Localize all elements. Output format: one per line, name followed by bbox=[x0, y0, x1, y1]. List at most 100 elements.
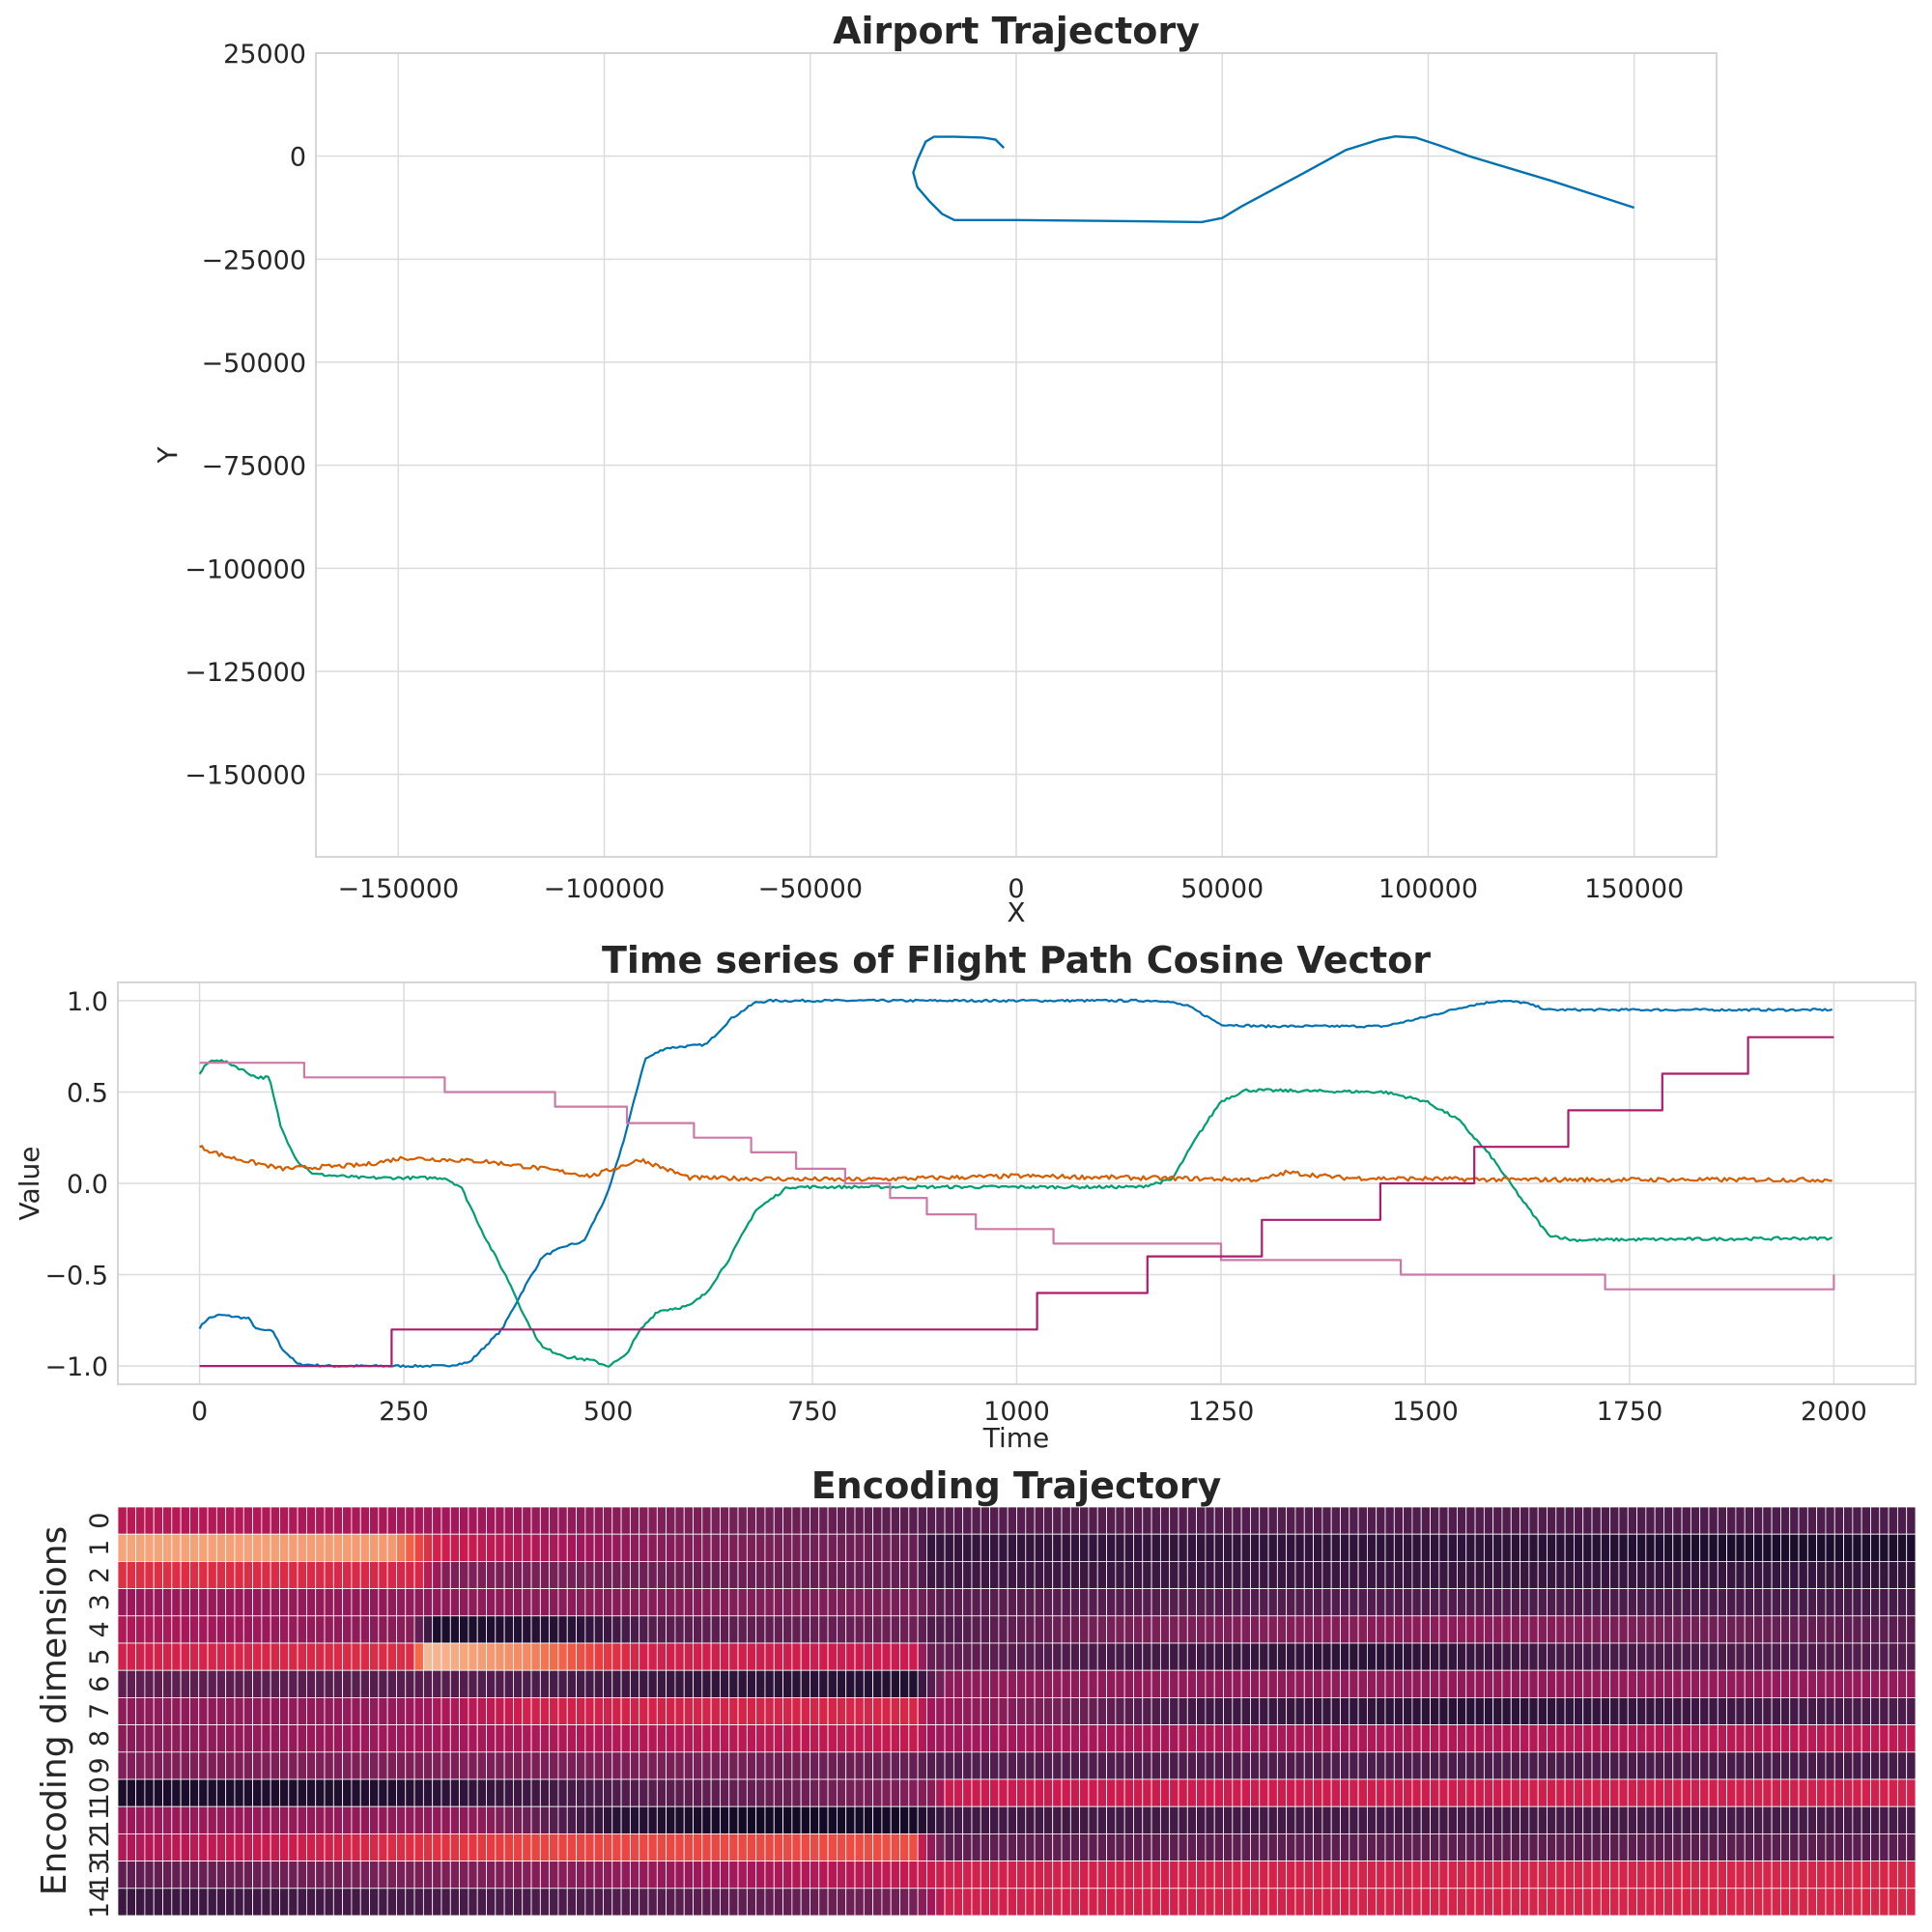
heatmap-cell bbox=[1376, 1888, 1386, 1917]
heatmap-cell bbox=[117, 1724, 128, 1753]
heatmap-cell bbox=[476, 1724, 487, 1753]
heatmap-cell bbox=[1574, 1697, 1584, 1726]
heatmap-cell bbox=[1663, 1615, 1674, 1644]
grid-lines bbox=[118, 982, 1916, 1384]
heatmap-cell bbox=[1366, 1833, 1378, 1862]
heatmap-cell bbox=[1591, 1833, 1602, 1862]
heatmap-cell bbox=[1474, 1533, 1485, 1562]
heatmap-cell bbox=[234, 1724, 244, 1753]
heatmap-cell bbox=[378, 1861, 388, 1889]
heatmap-cell bbox=[791, 1669, 802, 1698]
heatmap-cell bbox=[1411, 1615, 1422, 1644]
heatmap-cell bbox=[710, 1561, 721, 1590]
heatmap-cell bbox=[1007, 1533, 1017, 1562]
heatmap-cell bbox=[1636, 1861, 1647, 1889]
heatmap-cell bbox=[1232, 1642, 1242, 1671]
heatmap-cell bbox=[432, 1833, 442, 1862]
heatmap-cell bbox=[1474, 1506, 1485, 1535]
heatmap-cell bbox=[1537, 1561, 1548, 1590]
heatmap-cell bbox=[576, 1861, 586, 1889]
heatmap-cell bbox=[566, 1778, 577, 1807]
heatmap-cell bbox=[1420, 1506, 1431, 1535]
heatmap-cell bbox=[297, 1833, 307, 1862]
heatmap-cell bbox=[1303, 1724, 1314, 1753]
heatmap-cell bbox=[1123, 1615, 1134, 1644]
heatmap-cell bbox=[1816, 1642, 1827, 1671]
heatmap-cell bbox=[1151, 1615, 1161, 1644]
heatmap-cell bbox=[351, 1561, 361, 1590]
heatmap-cell bbox=[1186, 1533, 1198, 1562]
heatmap-cell bbox=[1250, 1724, 1261, 1753]
heatmap-cell bbox=[1771, 1888, 1781, 1917]
heatmap-cell bbox=[666, 1778, 676, 1807]
heatmap-cell bbox=[1286, 1888, 1296, 1917]
heatmap-cell bbox=[468, 1588, 478, 1617]
heatmap-cell bbox=[1223, 1805, 1234, 1834]
heatmap-cell bbox=[1430, 1805, 1440, 1834]
heatmap-cell bbox=[359, 1724, 370, 1753]
heatmap-cell bbox=[935, 1669, 946, 1698]
heatmap-cell bbox=[1223, 1642, 1234, 1671]
heatmap-cell bbox=[1501, 1778, 1512, 1807]
heatmap-cell bbox=[1232, 1506, 1242, 1535]
heatmap-cell bbox=[522, 1669, 532, 1698]
heatmap-cell bbox=[629, 1533, 640, 1562]
heatmap-cell bbox=[1240, 1533, 1251, 1562]
heatmap-cell bbox=[1069, 1751, 1081, 1780]
heatmap-cell bbox=[1852, 1533, 1862, 1562]
heatmap-cell bbox=[1411, 1833, 1422, 1862]
heatmap-cell bbox=[1079, 1506, 1090, 1535]
heatmap-cell bbox=[1457, 1697, 1467, 1726]
heatmap-cell bbox=[1843, 1669, 1854, 1698]
heatmap-cell bbox=[1016, 1669, 1027, 1698]
heatmap-cell bbox=[1007, 1888, 1017, 1917]
heatmap-cell bbox=[1501, 1724, 1512, 1753]
heatmap-cell bbox=[486, 1506, 497, 1535]
heatmap-cell bbox=[1906, 1506, 1917, 1535]
heatmap-cell bbox=[297, 1805, 307, 1834]
heatmap-cell bbox=[279, 1642, 290, 1671]
heatmap-cell bbox=[126, 1588, 137, 1617]
heatmap-cell bbox=[1645, 1805, 1656, 1834]
heatmap-cell bbox=[351, 1833, 361, 1862]
heatmap-cell bbox=[755, 1833, 766, 1862]
heatmap-cell bbox=[1142, 1533, 1152, 1562]
heatmap-cell bbox=[944, 1751, 954, 1780]
heatmap-cell bbox=[899, 1724, 910, 1753]
heatmap-cell bbox=[683, 1751, 694, 1780]
row-tick-label: 6 bbox=[85, 1676, 115, 1692]
heatmap-cell bbox=[432, 1642, 442, 1671]
heatmap-cell bbox=[647, 1888, 658, 1917]
heatmap-cell bbox=[359, 1861, 370, 1889]
heatmap-cell bbox=[288, 1642, 298, 1671]
heatmap-cell bbox=[1564, 1751, 1575, 1780]
heatmap-cell bbox=[332, 1805, 344, 1834]
heatmap-cell bbox=[1806, 1888, 1818, 1917]
heatmap-cell bbox=[180, 1805, 190, 1834]
heatmap-cell bbox=[1843, 1561, 1854, 1590]
heatmap-cell bbox=[1645, 1615, 1656, 1644]
heatmap-cell bbox=[1393, 1615, 1405, 1644]
heatmap-cell bbox=[827, 1805, 838, 1834]
heatmap-cell bbox=[1286, 1669, 1296, 1698]
heatmap-cell bbox=[351, 1751, 361, 1780]
heatmap-cell bbox=[1052, 1888, 1063, 1917]
heatmap-cell bbox=[1088, 1778, 1098, 1807]
heatmap-cell bbox=[701, 1533, 712, 1562]
heatmap-cell bbox=[1303, 1697, 1314, 1726]
heatmap-cell bbox=[1816, 1561, 1827, 1590]
heatmap-cell bbox=[1106, 1805, 1117, 1834]
heatmap-cell bbox=[576, 1778, 586, 1807]
heatmap-cell bbox=[1376, 1561, 1386, 1590]
heatmap-cell bbox=[1096, 1697, 1107, 1726]
heatmap-cell bbox=[1870, 1751, 1881, 1780]
heatmap-cell bbox=[1591, 1506, 1602, 1535]
heatmap-cell bbox=[1564, 1642, 1575, 1671]
heatmap-cell bbox=[1547, 1778, 1557, 1807]
heatmap-cell bbox=[746, 1805, 757, 1834]
heatmap-cell bbox=[611, 1805, 622, 1834]
heatmap-cell bbox=[522, 1888, 532, 1917]
heatmap-cell bbox=[1735, 1533, 1746, 1562]
heatmap-cell bbox=[315, 1751, 326, 1780]
heatmap-cell bbox=[1798, 1615, 1808, 1644]
